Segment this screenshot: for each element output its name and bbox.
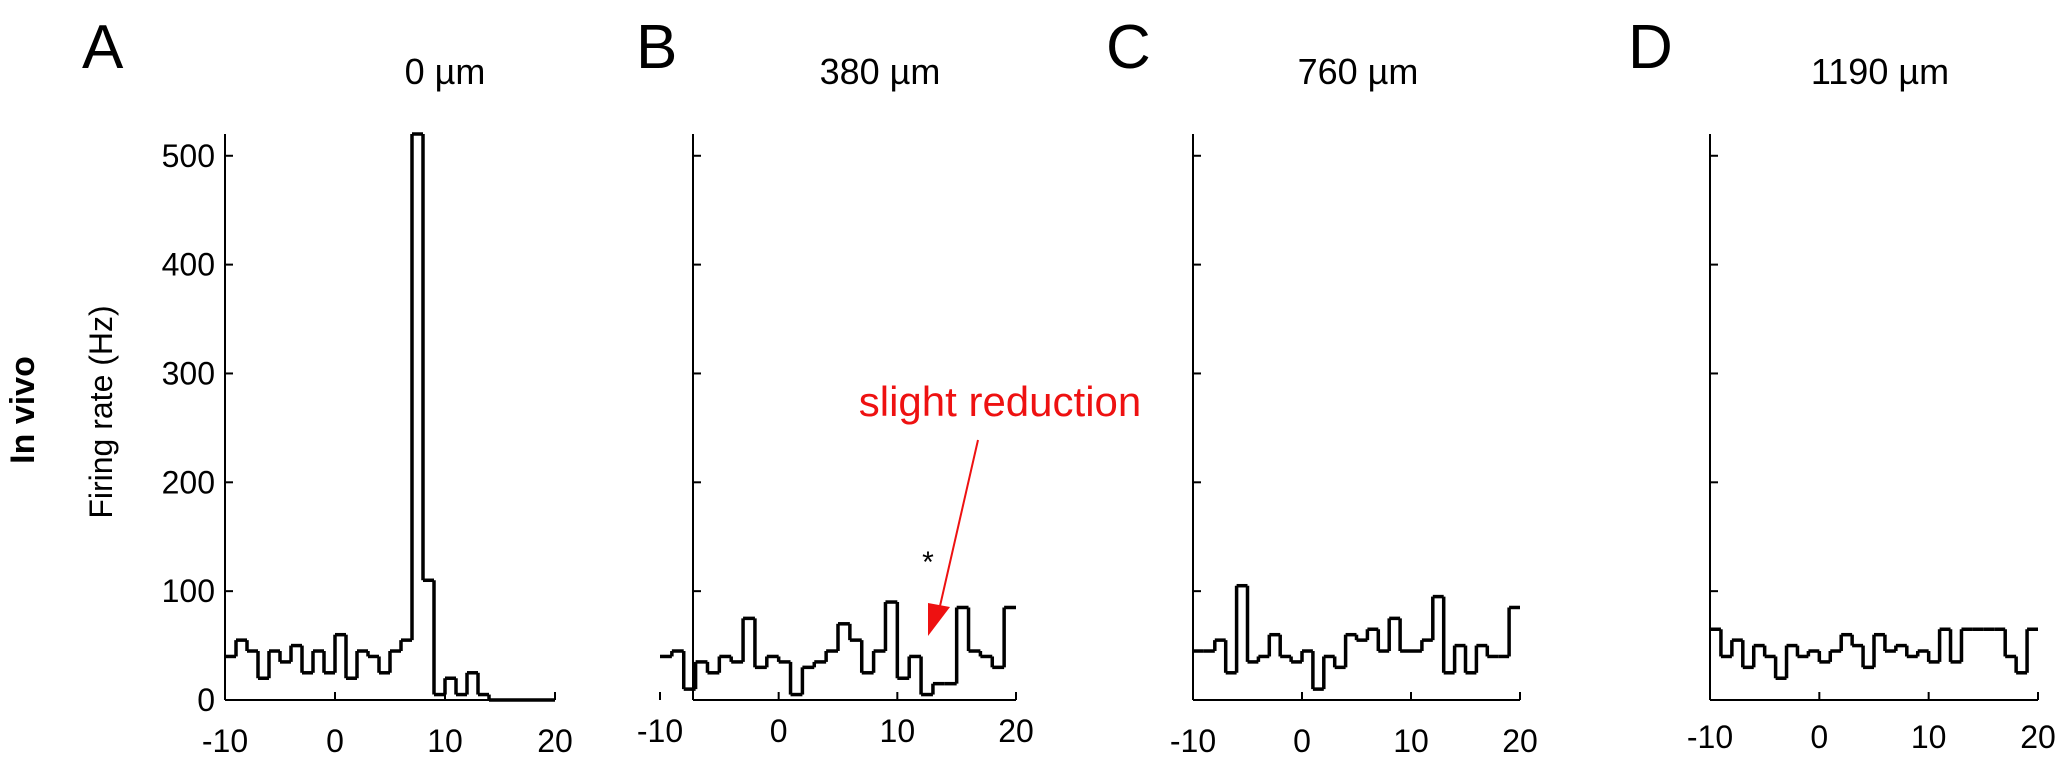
x-tick-label: 20	[1502, 723, 1538, 759]
panel-d: D 1190 µm -10 0 10 20	[1628, 13, 2056, 755]
x-tick-label: 10	[1393, 723, 1429, 759]
annotation-text: slight reduction	[859, 378, 1142, 425]
panel-title: 0 µm	[405, 51, 486, 92]
x-tick-label: 10	[1911, 719, 1947, 755]
x-tick-label: -10	[1687, 719, 1733, 755]
x-tick-label: 0	[1810, 719, 1828, 755]
panel-title: 1190 µm	[1811, 51, 1949, 92]
panel-letter: B	[636, 13, 677, 82]
y-tick-label: 200	[162, 464, 215, 500]
histogram-series	[660, 600, 1016, 697]
panel-b: B 380 µm -10 0 10 20	[636, 13, 1034, 749]
y-tick-label: 100	[162, 573, 215, 609]
annotation-arrow-line	[939, 439, 979, 607]
row-label: In vivo	[4, 356, 42, 464]
y-tick-label: 500	[162, 138, 215, 174]
annotation-arrow-head	[928, 603, 950, 636]
histogram-series	[1710, 627, 2038, 680]
x-tick-label: -10	[202, 723, 248, 759]
x-tick-label: -10	[637, 713, 683, 749]
x-tick-label: 20	[2020, 719, 2056, 755]
histogram-series	[225, 132, 555, 702]
x-tick-label: 10	[880, 713, 916, 749]
x-tick-label: -10	[1170, 723, 1216, 759]
x-tick-label: 0	[770, 713, 788, 749]
x-tick-label: 0	[326, 723, 344, 759]
y-tick-label: 0	[197, 682, 215, 718]
panel-a: A 0 µm 0 100 200 300 400 500 -10 0 10 20	[82, 13, 573, 759]
panel-title: 380 µm	[820, 51, 941, 92]
x-tick-label: 20	[998, 713, 1034, 749]
panel-title: 760 µm	[1298, 51, 1419, 92]
significance-marker: *	[922, 546, 934, 579]
panel-letter: D	[1628, 13, 1673, 82]
x-tick-label: 0	[1293, 723, 1311, 759]
y-tick-label: 400	[162, 247, 215, 283]
y-tick-label: 300	[162, 355, 215, 391]
panel-letter: A	[82, 13, 124, 82]
x-tick-label: 10	[427, 723, 463, 759]
histogram-series	[1193, 583, 1520, 691]
panel-letter: C	[1106, 13, 1151, 82]
panel-c: C 760 µm -10 0 10 20	[1106, 13, 1538, 759]
y-axis-label: Firing rate (Hz)	[83, 305, 119, 518]
x-tick-label: 20	[537, 723, 573, 759]
